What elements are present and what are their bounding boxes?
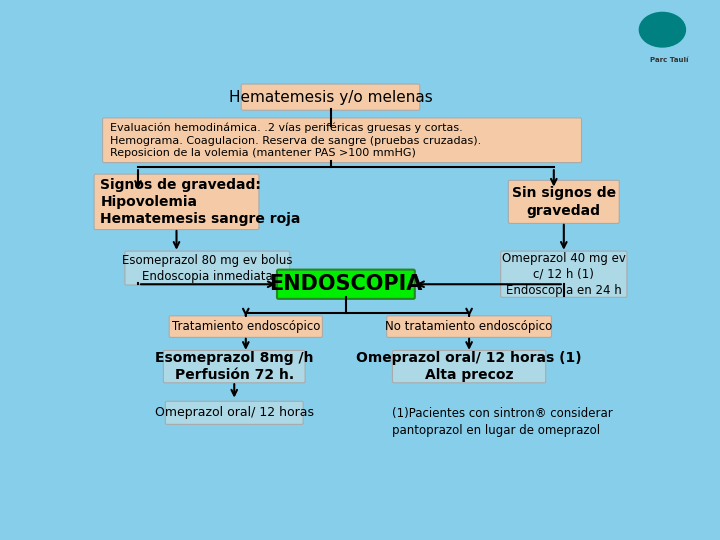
Circle shape xyxy=(639,12,685,47)
Text: Omeprazol oral/ 12 horas (1)
Alta precoz: Omeprazol oral/ 12 horas (1) Alta precoz xyxy=(356,351,582,382)
Text: Evaluación hemodinámica. .2 vías periféricas gruesas y cortas.
Hemograma. Coagul: Evaluación hemodinámica. .2 vías perifér… xyxy=(110,123,482,158)
Text: Tratamiento endoscópico: Tratamiento endoscópico xyxy=(171,320,320,333)
FancyBboxPatch shape xyxy=(500,251,627,298)
Text: Esomeprazol 8mg /h
Perfusión 72 h.: Esomeprazol 8mg /h Perfusión 72 h. xyxy=(155,351,313,382)
FancyBboxPatch shape xyxy=(94,174,259,230)
FancyBboxPatch shape xyxy=(102,118,582,163)
Text: (1)Pacientes con sintron® considerar
pantoprazol en lugar de omeprazol: (1)Pacientes con sintron® considerar pan… xyxy=(392,408,613,437)
FancyBboxPatch shape xyxy=(125,251,289,285)
FancyBboxPatch shape xyxy=(169,316,323,338)
Text: Omeprazol 40 mg ev
c/ 12 h (1)
Endoscopia en 24 h: Omeprazol 40 mg ev c/ 12 h (1) Endoscopi… xyxy=(502,252,626,297)
Text: Hematemesis y/o melenas: Hematemesis y/o melenas xyxy=(229,90,433,105)
FancyBboxPatch shape xyxy=(392,350,546,383)
FancyBboxPatch shape xyxy=(241,84,420,110)
Text: Esomeprazol 80 mg ev bolus
Endoscopia inmediata: Esomeprazol 80 mg ev bolus Endoscopia in… xyxy=(122,254,292,282)
Text: ENDOSCOPIA: ENDOSCOPIA xyxy=(269,274,423,294)
FancyBboxPatch shape xyxy=(163,350,305,383)
FancyBboxPatch shape xyxy=(277,269,415,299)
FancyBboxPatch shape xyxy=(387,316,552,338)
FancyBboxPatch shape xyxy=(166,401,303,424)
Text: Parc Taulí: Parc Taulí xyxy=(650,57,689,63)
Text: Signos de gravedad:
Hipovolemia
Hematemesis sangre roja: Signos de gravedad: Hipovolemia Hemateme… xyxy=(100,178,301,226)
Text: No tratamiento endoscópico: No tratamiento endoscópico xyxy=(385,320,553,333)
FancyBboxPatch shape xyxy=(508,180,619,224)
Text: Sin signos de
gravedad: Sin signos de gravedad xyxy=(512,186,616,218)
Text: Omeprazol oral/ 12 horas: Omeprazol oral/ 12 horas xyxy=(155,406,314,420)
